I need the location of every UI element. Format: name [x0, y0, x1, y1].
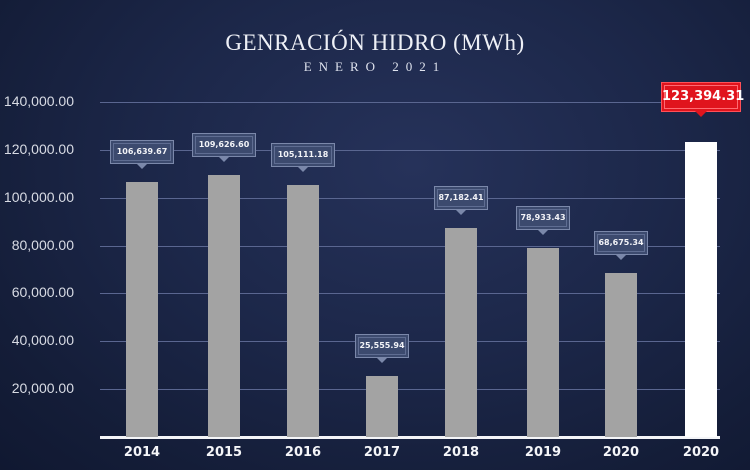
value-label-highlight: 123,394.31	[661, 82, 744, 117]
bar-2020-highlight	[685, 142, 717, 437]
bar-2018	[445, 228, 477, 437]
y-tick-label: 20,000.00	[11, 380, 74, 396]
x-tick-label: 2018	[442, 445, 480, 460]
x-tick-label: 2020	[602, 445, 640, 460]
gridline	[100, 341, 720, 342]
value-label: 78,933.43	[516, 206, 570, 235]
x-tick-label: 2015	[205, 445, 243, 460]
bar-2015	[208, 175, 240, 437]
y-tick-label: 100,000.00	[3, 189, 74, 205]
value-label: 25,555.94	[355, 334, 409, 363]
x-tick-label: 2019	[524, 445, 562, 460]
x-tick-label: 2020	[682, 445, 720, 460]
y-tick-label: 140,000.00	[3, 93, 74, 109]
value-label: 109,626.60	[192, 133, 256, 162]
bar-2019	[527, 248, 559, 437]
x-tick-label: 2014	[123, 445, 161, 460]
bar-2020	[605, 273, 637, 437]
bar-2016	[287, 185, 319, 437]
y-tick-label: 80,000.00	[11, 237, 74, 253]
value-label: 105,111.18	[271, 143, 335, 172]
bar-2014	[126, 182, 158, 437]
gridline	[100, 102, 720, 103]
value-label: 87,182.41	[434, 186, 488, 215]
x-tick-label: 2016	[284, 445, 322, 460]
y-tick-label: 40,000.00	[11, 332, 74, 348]
y-tick-label: 120,000.00	[3, 141, 74, 157]
chart-title: GENRACIÓN HIDRO (MWh)	[225, 30, 525, 55]
gridline	[100, 293, 720, 294]
gridline	[100, 150, 720, 151]
x-axis-line	[100, 436, 720, 439]
gridline	[100, 198, 720, 199]
value-label: 106,639.67	[110, 140, 174, 169]
y-tick-label: 60,000.00	[11, 284, 74, 300]
value-label: 68,675.34	[594, 231, 648, 260]
chart-subtitle: ENERO 2021	[303, 59, 447, 74]
bar-2017	[366, 376, 398, 437]
x-tick-label: 2017	[363, 445, 401, 460]
gridline	[100, 389, 720, 390]
gridline	[100, 246, 720, 247]
